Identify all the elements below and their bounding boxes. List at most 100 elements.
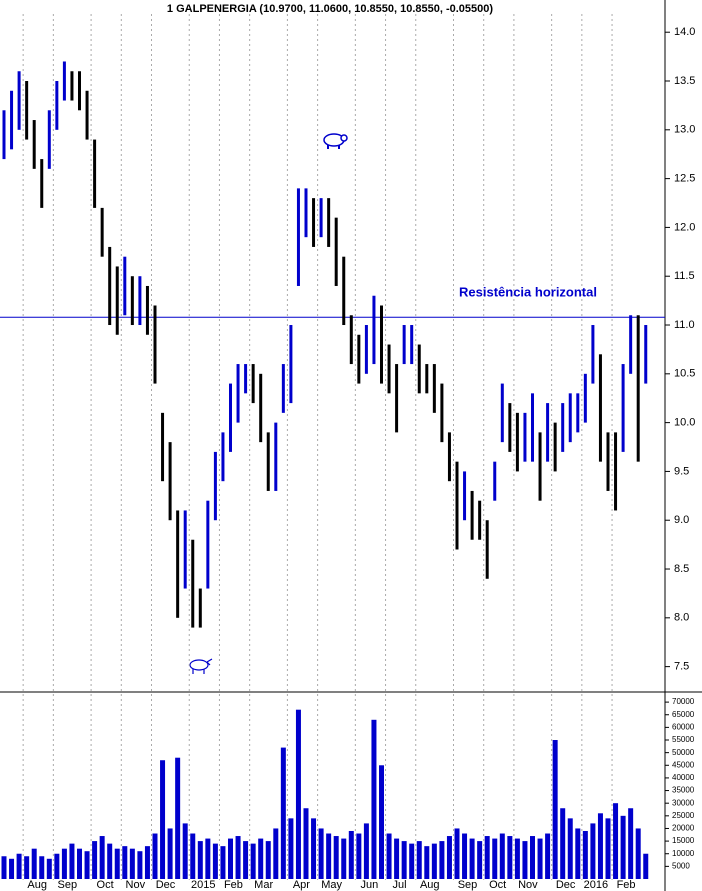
volume-bar xyxy=(258,838,264,879)
y-tick-label: 13.0 xyxy=(674,124,695,136)
volume-bar xyxy=(394,838,400,879)
volume-tick-label: 15000 xyxy=(672,836,695,845)
volume-bar xyxy=(401,841,407,879)
price-bar xyxy=(591,325,595,384)
price-bar xyxy=(47,110,51,169)
x-tick-label: Oct xyxy=(489,879,506,891)
price-bar xyxy=(100,207,104,257)
volume-tick-label: 5000 xyxy=(672,861,690,870)
volume-bar xyxy=(77,848,82,879)
y-tick-label: 10.5 xyxy=(674,368,695,380)
price-bar xyxy=(274,422,278,491)
price-bar xyxy=(515,412,519,472)
price-bar xyxy=(138,276,142,326)
price-bar xyxy=(395,364,399,433)
volume-bar xyxy=(477,841,483,879)
volume-bar xyxy=(99,836,105,879)
x-tick-label: Feb xyxy=(617,879,636,891)
x-tick-label: May xyxy=(321,879,342,891)
volume-tick-label: 25000 xyxy=(672,811,695,820)
volume-bar xyxy=(439,841,445,879)
price-bar xyxy=(183,510,187,589)
volume-bar xyxy=(311,818,317,879)
volume-tick-label: 50000 xyxy=(672,748,695,757)
price-bar xyxy=(402,325,406,365)
price-bar xyxy=(387,344,391,394)
volume-bar xyxy=(303,808,309,879)
y-tick-label: 8.5 xyxy=(674,563,689,575)
volume-bar xyxy=(61,848,67,879)
x-tick-label: Dec xyxy=(156,879,176,891)
volume-tick-label: 70000 xyxy=(672,697,695,706)
volume-bar xyxy=(212,843,218,879)
volume-bar xyxy=(84,851,90,879)
price-bar xyxy=(259,373,263,443)
price-bar xyxy=(10,90,14,150)
volume-bar xyxy=(492,838,498,879)
price-bar xyxy=(470,490,474,540)
price-bar xyxy=(85,90,89,140)
volume-bar xyxy=(46,858,52,879)
price-bar xyxy=(447,432,451,482)
volume-bar xyxy=(228,838,233,879)
volume-tick-label: 55000 xyxy=(672,735,695,744)
x-tick-label: Aug xyxy=(27,879,47,891)
y-tick-label: 11.0 xyxy=(674,319,695,331)
price-bar xyxy=(176,510,180,618)
x-tick-label: Apr xyxy=(293,879,310,891)
x-tick-label: Jun xyxy=(360,879,378,891)
volume-bar xyxy=(235,836,241,879)
price-bar xyxy=(327,198,331,247)
volume-bar xyxy=(175,757,181,879)
price-bar xyxy=(614,432,618,511)
volume-bar xyxy=(620,815,626,879)
volume-bar xyxy=(431,843,437,879)
volume-bar xyxy=(567,818,573,879)
volume-bar xyxy=(250,843,256,879)
volume-tick-label: 65000 xyxy=(672,710,695,719)
y-tick-label: 12.0 xyxy=(674,221,695,233)
price-bar xyxy=(115,266,119,335)
price-bar xyxy=(644,325,648,384)
volume-bar xyxy=(280,747,286,879)
volume-bar xyxy=(379,765,384,879)
price-bar xyxy=(244,364,248,394)
volume-tick-label: 35000 xyxy=(672,786,695,795)
x-tick-label: Sep xyxy=(58,879,78,891)
volume-bar xyxy=(356,833,362,879)
volume-tick-label: 10000 xyxy=(672,849,695,858)
volume-bar xyxy=(605,818,611,879)
volume-bar xyxy=(545,833,551,879)
volume-bar xyxy=(643,853,649,879)
x-tick-label: Jul xyxy=(393,879,407,891)
price-bar xyxy=(296,188,300,286)
price-bar xyxy=(266,432,270,491)
annotation: Resistência horizontal xyxy=(459,285,597,300)
price-bar xyxy=(372,295,376,365)
price-bar xyxy=(357,334,361,384)
price-bar xyxy=(606,432,610,491)
volume-bar xyxy=(182,823,188,879)
price-bar xyxy=(93,139,97,208)
price-bar xyxy=(410,325,414,365)
price-bar xyxy=(153,305,157,384)
price-bar xyxy=(583,373,587,423)
volume-bar xyxy=(613,803,619,879)
volume-bar xyxy=(530,836,535,879)
volume-bar xyxy=(484,836,490,879)
price-bar xyxy=(78,71,81,111)
volume-bar xyxy=(409,843,415,879)
volume-bar xyxy=(39,856,45,879)
price-bar xyxy=(319,198,323,238)
volume-bar xyxy=(590,823,596,879)
price-bar xyxy=(304,188,308,238)
price-bar xyxy=(2,110,6,160)
volume-bar xyxy=(424,846,430,879)
volume-bar xyxy=(341,838,347,879)
x-tick-label: Feb xyxy=(224,879,243,891)
x-tick-label: 2016 xyxy=(584,879,608,891)
price-bar xyxy=(281,364,285,413)
chart-title: 1 GALPENERGIA (10.9700, 11.0600, 10.8550… xyxy=(167,3,493,15)
price-bar xyxy=(500,383,504,443)
